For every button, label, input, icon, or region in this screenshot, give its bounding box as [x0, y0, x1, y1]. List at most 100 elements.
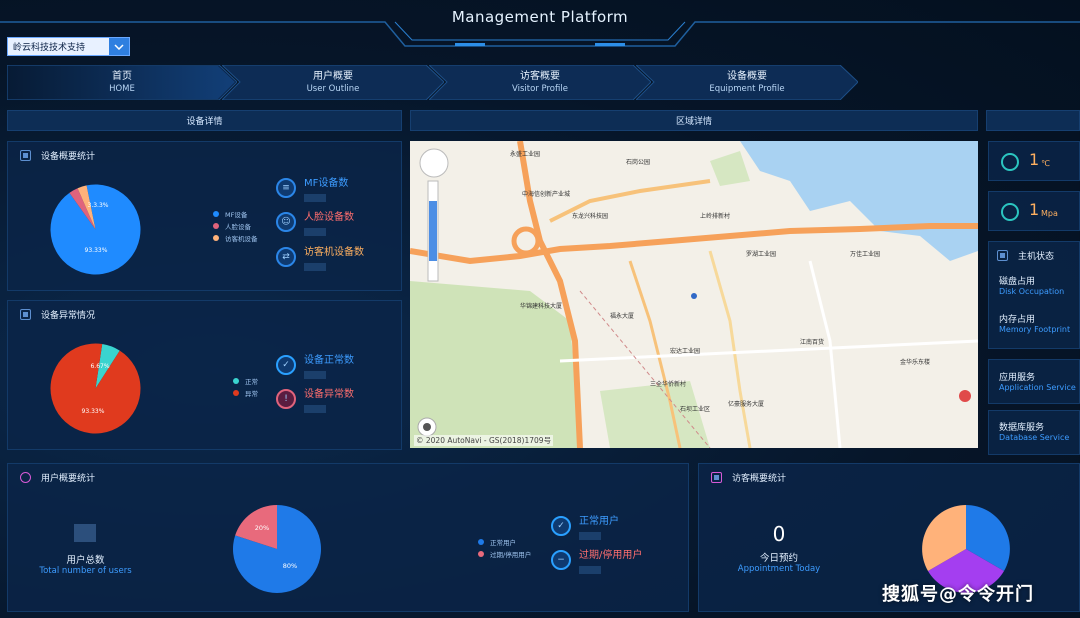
- device-abnormal-pie: 6.67% 93.33%: [50, 343, 141, 434]
- pie-label-normal: 80%: [283, 562, 297, 570]
- visitor-overview-title: 访客概要统计: [732, 474, 787, 484]
- map-label: 石坝工业区: [680, 406, 711, 413]
- stat-mf-devices: ≡ MF设备数: [276, 178, 348, 202]
- stat-face-devices: ☺ 人脸设备数: [276, 212, 354, 236]
- pie-slice: [235, 505, 277, 549]
- disk-sublabel: Disk Occupation: [999, 287, 1065, 296]
- stat-visitor-label: 访客机设备数: [304, 247, 364, 258]
- tab-home-label: 首页: [112, 70, 132, 82]
- stat-expired-users: − 过期/停用用户: [551, 550, 642, 574]
- chevron-down-icon[interactable]: [109, 38, 129, 55]
- user-total-label: 用户总数: [66, 555, 105, 566]
- stat-expired-users-label: 过期/停用用户: [579, 550, 643, 561]
- temperature-unit: ℃: [1041, 159, 1050, 168]
- stat-face-label: 人脸设备数: [304, 212, 354, 223]
- map-canvas[interactable]: [410, 141, 978, 448]
- face-icon: ☺: [276, 212, 296, 232]
- map-label: 宏达工业园: [670, 348, 701, 355]
- map-label: 亿豪服务大厦: [728, 401, 765, 408]
- tab-visitor-profile[interactable]: 访客概要 Visitor Profile: [429, 65, 651, 100]
- memory-footprint: 内存占用 Memory Footprint: [999, 312, 1070, 334]
- legend-label: 正常: [245, 378, 258, 386]
- app-service-label: 应用服务: [999, 373, 1036, 383]
- pie-label-expired: 20%: [255, 524, 269, 532]
- main-nav: 首页 HOME 用户概要 User Outline 访客概要 Visitor P…: [7, 65, 867, 100]
- map-label: 石岗公园: [626, 159, 651, 166]
- device-overview-header: 设备概要统计: [20, 149, 95, 162]
- legend-label: 访客机设备: [225, 235, 258, 243]
- pie-slice: [922, 505, 966, 571]
- pressure-value: 1: [1029, 200, 1040, 219]
- tab-user-outline[interactable]: 用户概要 User Outline: [222, 65, 444, 100]
- stat-value-blurred: [579, 566, 601, 574]
- tab-visitor-profile-label: 访客概要: [520, 70, 560, 82]
- pie-label-normal: 6.67%: [90, 363, 109, 370]
- legend-item: 访客机设备: [213, 232, 258, 244]
- list-icon: ≡: [276, 178, 296, 198]
- appointment-sublabel: Appointment Today: [737, 564, 821, 574]
- appointment-label: 今日预约: [759, 553, 798, 564]
- area-map[interactable]: 永盛工业园 石岗公园 中海信创新产业城 东龙兴科技园 上岭排新村 罗湖工业园 华…: [410, 141, 978, 448]
- header-frame: [0, 21, 1080, 47]
- map-label: 永盛工业园: [510, 151, 541, 158]
- stat-normal-users: ✓ 正常用户: [551, 516, 619, 540]
- device-abnormal-title: 设备异常情况: [41, 311, 96, 321]
- company-select-value: 岭云科技技术支持: [13, 43, 86, 53]
- database-service: 数据库服务 Database Service: [988, 410, 1080, 455]
- visitor-overview-panel: 访客概要统计 0 今日预约 Appointment Today: [698, 463, 1080, 612]
- map-label: 罗湖工业园: [746, 251, 777, 258]
- temperature-value: 1: [1029, 150, 1040, 169]
- tab-visitor-profile-sublabel: Visitor Profile: [512, 83, 568, 94]
- legend-item: 异常: [233, 387, 258, 399]
- company-select[interactable]: 岭云科技技术支持: [7, 37, 130, 56]
- legend-dot: [233, 378, 239, 384]
- stat-value-blurred: [304, 194, 326, 202]
- tab-home[interactable]: 首页 HOME: [7, 65, 237, 100]
- visitor-overview-pie: [922, 505, 1010, 593]
- legend-dot: [478, 551, 484, 557]
- map-label: 万佳工业园: [850, 251, 881, 258]
- memory-sublabel: Memory Footprint: [999, 325, 1071, 334]
- legend-item: MF设备: [213, 208, 258, 220]
- pressure-icon: [1001, 203, 1019, 221]
- map-copyright: © 2020 AutoNavi - GS(2018)1709号: [414, 435, 554, 446]
- env-temperature: 1 ℃: [988, 141, 1080, 181]
- stat-abnormal-devices: ! 设备异常数: [276, 389, 354, 413]
- legend-dot: [233, 390, 239, 396]
- page-title: Management Platform: [451, 8, 629, 26]
- pie-slice: [50, 343, 141, 434]
- pie-slice: [966, 505, 1010, 571]
- visitor-machine-icon: ⇄: [276, 247, 296, 267]
- disk-label: 磁盘占用: [999, 277, 1036, 287]
- map-label: 福永大厦: [610, 313, 635, 320]
- stat-value-blurred: [304, 371, 326, 379]
- stat-value-blurred: [304, 263, 326, 271]
- pressure-unit: Mpa: [1041, 209, 1058, 218]
- db-service-sublabel: Database Service: [999, 433, 1070, 442]
- tab-user-outline-sublabel: User Outline: [306, 83, 360, 94]
- device-overview-title: 设备概要统计: [41, 152, 96, 162]
- stat-abnormal-label: 设备异常数: [304, 389, 354, 400]
- device-overview-pie: 93.33% 3.3.3%: [50, 184, 141, 275]
- server-icon: [997, 250, 1008, 261]
- env-pressure: 1 Mpa: [988, 191, 1080, 231]
- pie-slice: [50, 184, 141, 275]
- legend-label: 异常: [245, 390, 258, 398]
- visitor-icon: [711, 472, 722, 483]
- device-overview-legend: MF设备 人脸设备 访客机设备: [213, 208, 258, 244]
- application-service: 应用服务 Application Service: [988, 359, 1080, 404]
- map-label: 东龙兴科技园: [572, 213, 609, 220]
- user-total: 用户总数 Total number of users: [38, 552, 133, 576]
- pie-slice: [95, 344, 120, 389]
- user-overview-header: 用户概要统计: [20, 471, 95, 484]
- check-icon: ✓: [276, 355, 296, 375]
- stat-visitor-devices: ⇄ 访客机设备数: [276, 247, 364, 271]
- device-overview-panel: 设备概要统计 93.33% 3.3.3% MF设备 人脸设备 访客机设备 ≡ M…: [7, 141, 402, 291]
- legend-dot: [213, 235, 219, 241]
- stat-value-blurred: [579, 532, 601, 540]
- tab-equipment-profile[interactable]: 设备概要 Equipment Profile: [636, 65, 858, 100]
- user-total-sublabel: Total number of users: [39, 566, 132, 576]
- stat-value-blurred: [304, 405, 326, 413]
- check-icon: ✓: [551, 516, 571, 536]
- device-abnormal-header: 设备异常情况: [20, 308, 95, 321]
